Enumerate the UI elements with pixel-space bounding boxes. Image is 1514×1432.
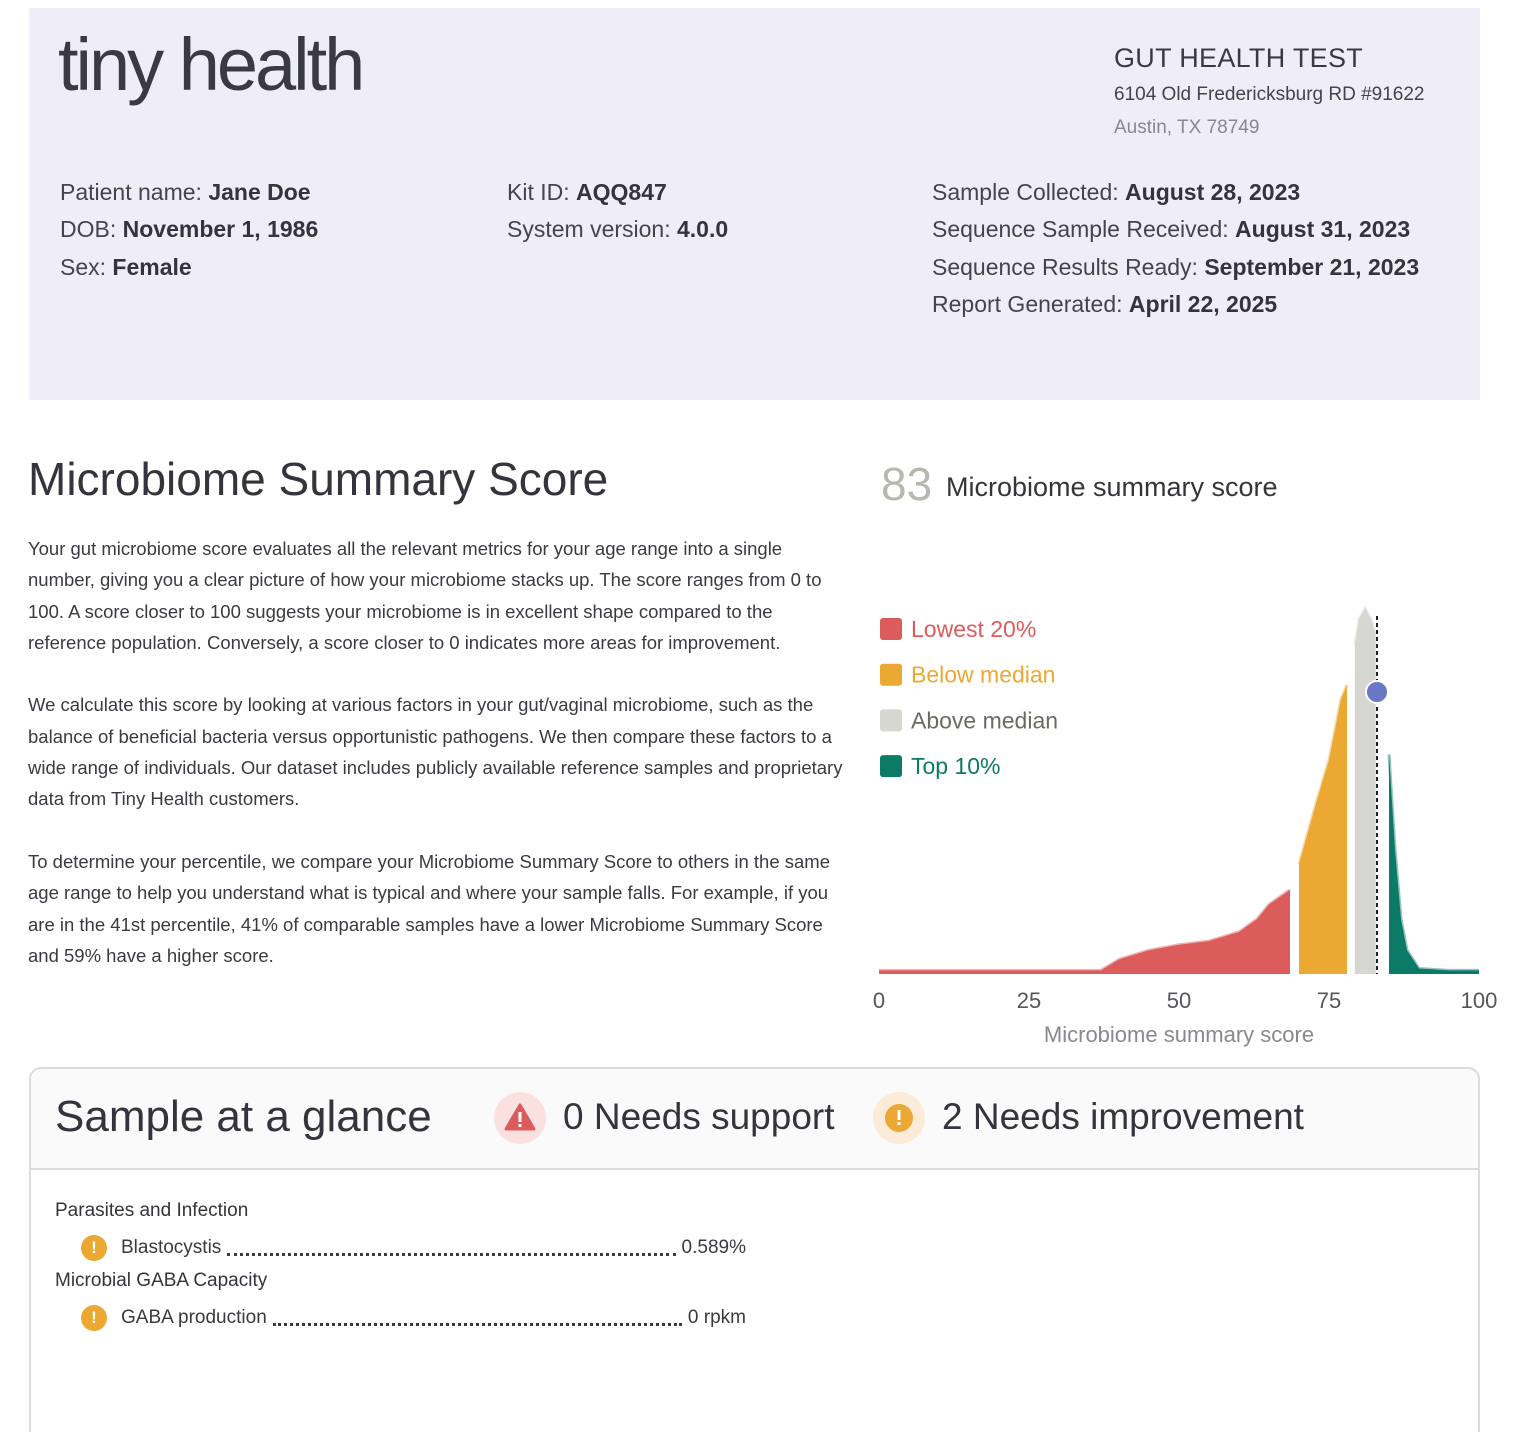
patient-field: Sequence Results Ready: September 21, 20… [932, 249, 1419, 286]
field-value: August 28, 2023 [1125, 179, 1301, 205]
legend-swatch [880, 755, 902, 778]
address-line: Austin, TX 78749 [1114, 117, 1260, 138]
count: 2 [942, 1096, 963, 1137]
field-value: AQQ847 [576, 179, 667, 205]
leader-dots [272, 1322, 682, 1326]
patient-field: Sample Collected: August 28, 2023 [932, 174, 1419, 211]
header-panel [29, 8, 1480, 400]
support-count: 0 Needs support [563, 1096, 835, 1138]
density-area [1387, 754, 1479, 972]
field-value: August 31, 2023 [1235, 216, 1411, 243]
field-label: Patient name: [60, 179, 202, 205]
field-label: Sex: [60, 253, 107, 280]
area-fill [1354, 608, 1376, 974]
paragraph: To determine your percentile, we compare… [28, 850, 831, 966]
patient-field: System version: 4.0.0 [507, 211, 728, 248]
patient-field: Kit ID: AQQ847 [507, 174, 728, 211]
patient-field: Sequence Sample Received: August 31, 202… [932, 211, 1419, 248]
legend-swatch [880, 618, 902, 640]
patient-field: Sex: Female [60, 249, 318, 286]
area-fill [1299, 684, 1347, 974]
area-fill [1389, 754, 1479, 974]
legend-swatch [880, 709, 902, 732]
field-value: 4.0.0 [677, 216, 729, 243]
field-value: Jane Doe [208, 179, 311, 205]
patient-column: Patient name: Jane Doe DOB: November 1, 1… [60, 174, 318, 286]
patient-column: Sample Collected: August 28, 2023 Sequenc… [932, 174, 1419, 323]
x-tick-label: 50 [1167, 988, 1191, 1013]
improvement-icon [873, 1092, 925, 1144]
legend-label: Below median [911, 662, 1055, 688]
field-value: November 1, 1986 [122, 216, 319, 243]
x-axis-label: Microbiome summary score [1044, 1022, 1314, 1047]
result-name: Blastocystis [121, 1237, 222, 1258]
glance-title: Sample at a glance [55, 1092, 432, 1141]
test-title: GUT HEALTH TEST [1114, 43, 1364, 73]
chart-title: Microbiome summary score [946, 472, 1278, 502]
result-row: ! GABA production 0 rpkm [81, 1305, 746, 1331]
result-row: ! Blastocystis 0.589% [81, 1235, 746, 1261]
field-label: Sequence Sample Received: [932, 216, 1229, 243]
group-title: Parasites and Infection [55, 1200, 249, 1221]
count: 0 [563, 1096, 584, 1137]
patient-field: DOB: November 1, 1986 [60, 211, 318, 248]
field-label: System version: [507, 216, 671, 243]
legend-swatch [880, 663, 902, 686]
field-value: April 22, 2025 [1128, 290, 1278, 317]
result-value: 0 rpkm [687, 1307, 746, 1328]
score-dot [1365, 680, 1389, 704]
address-line: 6104 Old Fredericksburg RD #91622 [1114, 84, 1425, 105]
alert-icon: ! [81, 1305, 107, 1331]
patient-column: Kit ID: AQQ847 System version: 4.0.0 [507, 174, 728, 249]
leader-dots [227, 1252, 676, 1256]
warning-icon [504, 1103, 536, 1131]
field-label: Kit ID: [507, 179, 570, 205]
legend-label: Above median [911, 707, 1058, 733]
density-area [1353, 606, 1378, 645]
group-title: Microbial GABA Capacity [55, 1270, 268, 1291]
section-title: Microbiome Summary Score [28, 453, 609, 505]
x-tick-label: 75 [1317, 988, 1341, 1013]
field-label: Sequence Results Ready: [932, 253, 1198, 280]
density-area [879, 888, 1291, 972]
x-tick-label: 25 [1017, 988, 1041, 1013]
paragraph: Your gut microbiome score evaluates all … [28, 538, 822, 653]
density-area [1297, 684, 1349, 865]
label: Needs support [593, 1096, 835, 1137]
field-value: September 21, 2023 [1204, 253, 1420, 280]
patient-field: Report Generated: April 22, 2025 [932, 286, 1419, 323]
support-icon [494, 1092, 546, 1144]
field-label: Report Generated: [932, 290, 1123, 317]
patient-field: Patient name: Jane Doe [60, 174, 318, 211]
glance-card: Sample at a glance 0 Needs support 2 Nee… [29, 1067, 1480, 1432]
glance-header: Sample at a glance 0 Needs support 2 Nee… [31, 1069, 1478, 1170]
score-chart: 83 Microbiome summary score 0 25 50 75 100 Micr… [873, 458, 1498, 1047]
area-fill [879, 889, 1290, 974]
legend-label: Top 10% [911, 753, 1001, 779]
logo: tiny health [58, 23, 365, 106]
result-value: 0.589% [681, 1237, 746, 1258]
legend-label: Lowest 20% [911, 616, 1036, 642]
alert-icon: ! [81, 1235, 107, 1261]
label: Needs improvement [972, 1096, 1304, 1137]
result-name: GABA production [121, 1307, 267, 1328]
score-value: 83 [881, 458, 932, 510]
x-tick-label: 100 [1461, 988, 1498, 1013]
field-label: DOB: [60, 216, 117, 243]
alert-icon [885, 1104, 913, 1132]
description: Your gut microbiome score evaluates all … [28, 533, 848, 1002]
paragraph: We calculate this score by looking at va… [28, 694, 843, 810]
improvement-count: 2 Needs improvement [942, 1096, 1304, 1138]
field-value: Female [112, 253, 192, 280]
x-tick-label: 0 [873, 988, 885, 1013]
field-label: Sample Collected: [932, 179, 1119, 205]
